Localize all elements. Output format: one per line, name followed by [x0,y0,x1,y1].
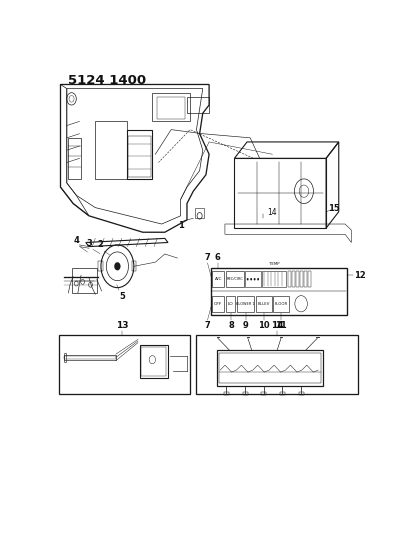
Text: 5: 5 [119,292,125,301]
Text: BLOWER 1: BLOWER 1 [236,302,255,306]
Bar [226,271,244,287]
Bar [288,271,290,287]
Text: 2: 2 [97,240,103,249]
Bar [243,392,248,395]
Text: 7: 7 [205,253,211,262]
Text: 8: 8 [228,321,234,330]
Bar [95,122,127,179]
Bar [299,392,304,395]
Text: BI-LEV: BI-LEV [257,302,270,306]
Bar [129,136,151,177]
Text: 7: 7 [205,321,211,330]
Bar [195,207,204,218]
Text: 15: 15 [328,204,340,213]
Text: 10: 10 [258,321,270,330]
Bar [212,271,224,287]
Bar [234,158,326,228]
Circle shape [250,278,252,280]
Text: 4: 4 [73,236,80,245]
Bar [141,347,166,376]
Bar [64,355,116,360]
Bar [217,350,323,386]
Text: 13: 13 [115,321,128,330]
Text: 14: 14 [271,321,284,330]
Bar [273,296,289,312]
Bar [262,271,286,287]
Text: 9: 9 [243,321,248,330]
Text: 5124 1400: 5124 1400 [69,74,146,87]
Circle shape [247,278,248,280]
Bar [226,296,235,312]
Text: 6: 6 [215,253,221,262]
Text: 12: 12 [354,271,365,279]
Bar [187,97,209,113]
Text: A/C: A/C [215,277,222,281]
Bar [300,271,303,287]
Bar [157,97,185,119]
Bar [69,138,81,179]
Bar [212,296,224,312]
Text: TEMP: TEMP [269,262,279,266]
Bar [308,271,311,287]
Bar [246,271,261,287]
Text: 14: 14 [268,208,277,217]
Bar [280,392,285,395]
Bar [98,261,103,271]
Bar [140,345,168,378]
Text: OFF: OFF [214,302,222,306]
Bar [127,130,152,179]
Bar [304,271,307,287]
Text: FLOOR: FLOOR [275,302,288,306]
Text: 1: 1 [178,221,184,230]
Bar [224,392,229,395]
Text: REC/CIRC: REC/CIRC [227,277,244,281]
Text: LO: LO [228,302,234,306]
Circle shape [257,278,259,280]
Bar [64,353,66,361]
Circle shape [254,278,255,280]
Bar [261,392,266,395]
Bar [197,335,358,394]
Bar [152,93,190,122]
Bar [237,296,254,312]
Bar [59,335,190,394]
Text: 11: 11 [275,321,287,330]
Bar [292,271,295,287]
Bar [64,356,116,359]
Bar [296,271,299,287]
Bar [256,296,272,312]
Circle shape [114,262,121,270]
Bar [71,268,97,293]
Bar [219,353,321,383]
Bar [132,261,136,271]
Text: 3: 3 [86,239,92,248]
Bar [211,268,347,315]
